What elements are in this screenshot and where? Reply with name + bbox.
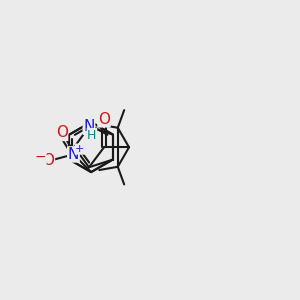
- Text: O: O: [98, 112, 110, 127]
- Text: −: −: [34, 150, 46, 164]
- Text: N: N: [83, 119, 95, 134]
- Text: +: +: [75, 144, 85, 154]
- Text: N: N: [68, 147, 79, 162]
- Text: O: O: [42, 153, 54, 168]
- Text: O: O: [56, 125, 68, 140]
- Text: H: H: [87, 129, 97, 142]
